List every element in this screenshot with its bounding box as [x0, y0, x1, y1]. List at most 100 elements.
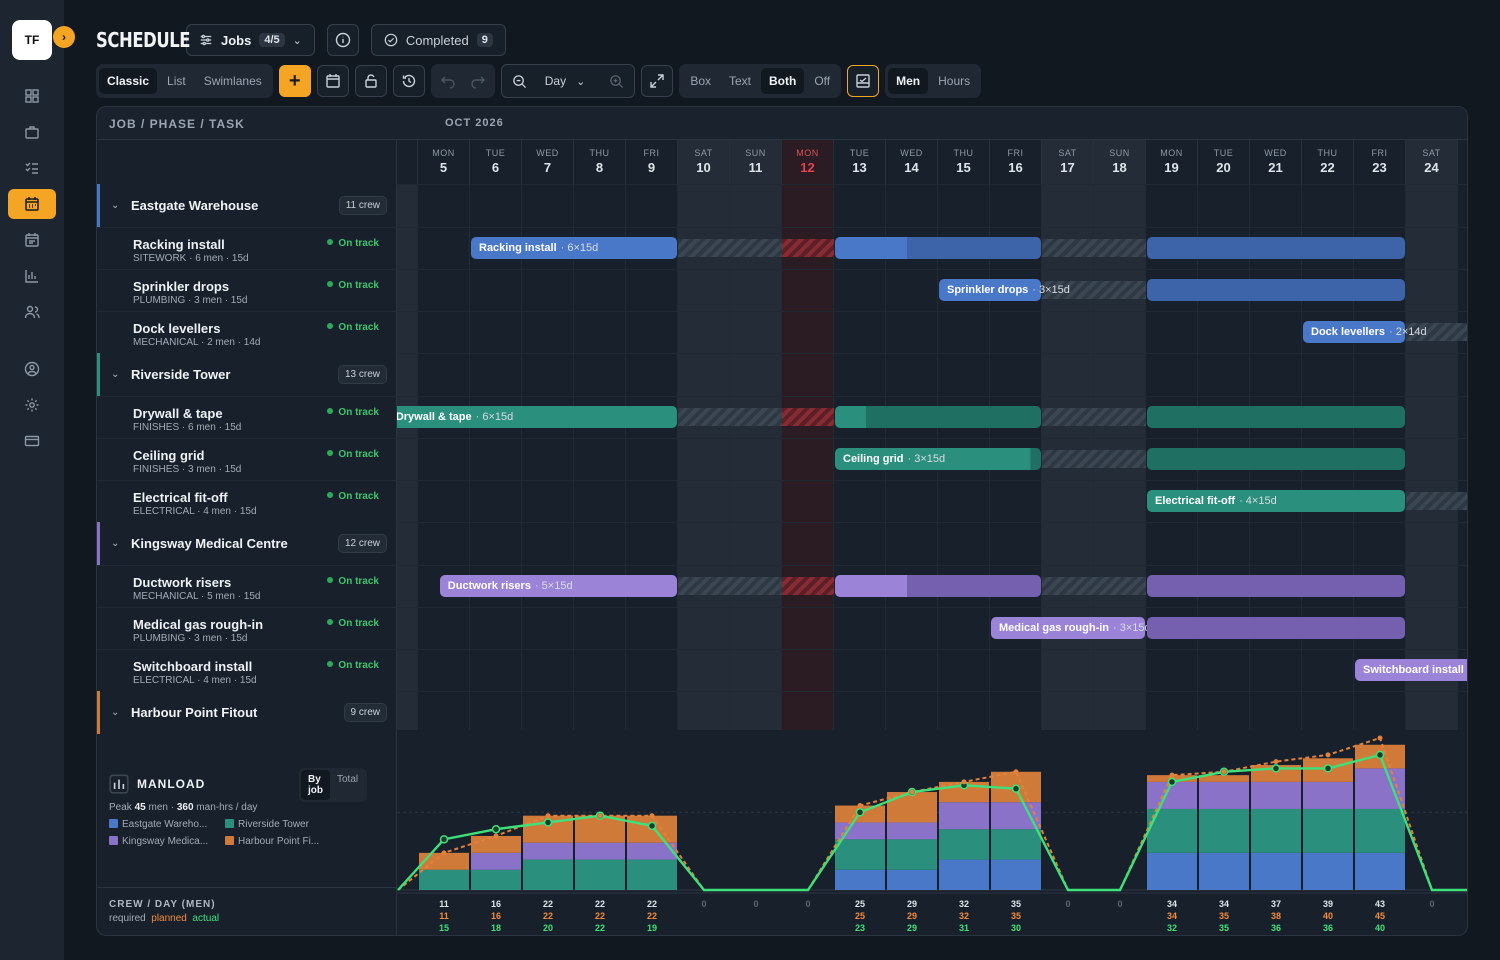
label-mode-box[interactable]: Box	[690, 74, 711, 88]
crew-planned: 22	[543, 911, 553, 921]
nav-tasks[interactable]	[8, 153, 56, 183]
view-swimlanes-tab[interactable]: Swimlanes	[203, 74, 262, 88]
nav-billing[interactable]	[8, 426, 56, 456]
manload-total[interactable]: Total	[337, 774, 359, 785]
history-button[interactable]	[392, 65, 425, 97]
date-picker-button[interactable]	[316, 65, 349, 97]
bar-label: Electrical fit-off	[1155, 495, 1236, 507]
task-bar[interactable]	[1147, 237, 1405, 259]
task-row[interactable]: Racking install SITEWORK · 6 men · 15d On …	[97, 227, 397, 269]
nav-team[interactable]	[8, 297, 56, 327]
label-mode-off[interactable]: Off	[814, 74, 831, 88]
chevron-down-icon[interactable]: ⌄	[111, 707, 120, 718]
stack-bar	[1147, 852, 1197, 890]
unit-men[interactable]: Men	[888, 68, 929, 94]
bar-meta: · 5×15d	[534, 580, 573, 592]
bar-meta: · 3×15d	[907, 453, 946, 465]
task-bar[interactable]	[835, 237, 1041, 259]
legend-item: Eastgate Wareho...	[109, 819, 225, 830]
task-row[interactable]: Drywall & tape FINISHES · 6 men · 15d On t…	[97, 396, 397, 438]
task-list: ⌄ Eastgate Warehouse 11 crew Racking instal…	[97, 140, 397, 935]
task-bar[interactable]: Ceiling grid · 3×15d	[835, 448, 1041, 470]
view-classic-tab[interactable]: Classic	[99, 68, 158, 94]
task-bar[interactable]: Medical gas rough-in · 3×15d	[991, 617, 1151, 639]
info-button[interactable]	[326, 24, 359, 56]
app-logo[interactable]: TF	[12, 20, 52, 60]
crew-actual: 31	[959, 923, 969, 933]
zoom-out-icon[interactable]	[512, 74, 527, 89]
completed-filter-button[interactable]: Completed 9	[370, 24, 506, 56]
actual-line	[397, 753, 1467, 892]
view-list-tab[interactable]: List	[167, 74, 186, 88]
expand-sidebar-button[interactable]: ›	[53, 26, 75, 48]
chevron-down-icon[interactable]: ⌄	[111, 369, 120, 380]
task-bar[interactable]	[1147, 617, 1405, 639]
chevron-down-icon[interactable]: ⌄	[111, 200, 120, 211]
task-row[interactable]: Dock levellers MECHANICAL · 2 men · 14d On…	[97, 311, 397, 353]
job-row[interactable]: ⌄ Kingsway Medical Centre 12 crew	[97, 522, 397, 565]
add-button[interactable]: +	[278, 65, 311, 97]
chevron-down-icon[interactable]: ⌄	[111, 538, 120, 549]
job-row[interactable]: ⌄ Riverside Tower 13 crew	[97, 353, 397, 396]
task-bar[interactable]: Electrical fit-off · 4×15d	[1147, 490, 1405, 512]
unit-hours[interactable]: Hours	[938, 74, 971, 88]
task-bar[interactable]: Drywall & tape · 6×15d	[397, 406, 677, 428]
crew-required: 22	[595, 899, 605, 909]
stack-bar	[1147, 781, 1197, 809]
task-bar[interactable]: Ductwork risers · 5×15d	[439, 575, 677, 597]
fullscreen-button[interactable]	[641, 65, 674, 97]
lock-button[interactable]	[354, 65, 387, 97]
label-mode-both[interactable]: Both	[761, 68, 805, 94]
task-bar[interactable]	[1147, 448, 1405, 470]
task-bar[interactable]: Switchboard install	[1355, 659, 1467, 681]
task-bar[interactable]: Sprinkler drops · 3×15d	[939, 279, 1070, 301]
task-bar[interactable]: Racking install · 6×15d	[471, 237, 677, 259]
manload-by-job[interactable]: By job	[301, 770, 330, 800]
nav-reports[interactable]	[8, 261, 56, 291]
nav-jobs[interactable]	[8, 117, 56, 147]
nav-settings[interactable]	[8, 390, 56, 420]
bar-meta: · 4×15d	[1239, 495, 1277, 507]
task-bar[interactable]	[1147, 279, 1405, 301]
nav-dashboard[interactable]	[8, 81, 56, 111]
nav-schedule[interactable]	[8, 189, 56, 219]
task-row[interactable]: Switchboard install ELECTRICAL · 4 men · …	[97, 649, 397, 691]
job-accent	[97, 522, 100, 565]
status-badge: On track	[327, 322, 379, 333]
planned-point	[545, 813, 551, 819]
planned-point	[961, 779, 967, 785]
day-name: FRI	[1371, 148, 1388, 158]
manload-mode-toggle: By job Total	[299, 768, 368, 802]
non-working-hatch	[782, 408, 834, 426]
job-row[interactable]: ⌄ Harbour Point Fitout 9 crew	[97, 691, 397, 734]
legend-item: Kingsway Medica...	[109, 836, 225, 847]
task-meta: PLUMBING · 3 men · 15d	[133, 295, 248, 306]
task-bar[interactable]	[835, 575, 1041, 597]
task-bar[interactable]	[835, 406, 1041, 428]
zoom-in-icon[interactable]	[609, 74, 624, 89]
nav-account[interactable]	[8, 354, 56, 384]
stack-bar	[1199, 775, 1249, 782]
task-bar[interactable]	[1147, 575, 1405, 597]
undo-button[interactable]	[435, 65, 461, 97]
manload-toggle-button[interactable]	[847, 65, 880, 97]
job-accent	[97, 353, 100, 396]
redo-button[interactable]	[465, 65, 491, 97]
zoom-select[interactable]: Day	[544, 74, 567, 88]
nav-calendar[interactable]	[8, 225, 56, 255]
bar-label: Medical gas rough-in	[999, 622, 1110, 634]
bar-meta: · 2×14d	[1389, 326, 1427, 338]
label-mode-text[interactable]: Text	[729, 74, 752, 88]
task-row[interactable]: Medical gas rough-in PLUMBING · 3 men · 1…	[97, 607, 397, 649]
task-row[interactable]: Sprinkler drops PLUMBING · 3 men · 15d On …	[97, 269, 397, 311]
jobs-filter-button[interactable]: Jobs 4/5 ⌄	[186, 24, 315, 56]
job-row[interactable]: ⌄ Eastgate Warehouse 11 crew	[97, 184, 397, 227]
day-name: TUE	[849, 148, 870, 158]
task-row[interactable]: Electrical fit-off ELECTRICAL · 4 men · 1…	[97, 480, 397, 522]
task-row[interactable]: Ceiling grid FINISHES · 3 men · 15d On tra…	[97, 438, 397, 480]
crew-actual: 30	[1011, 923, 1021, 933]
task-row[interactable]: Ductwork risers MECHANICAL · 5 men · 15d O…	[97, 565, 397, 607]
task-bar[interactable]: Dock levellers · 2×14d	[1303, 321, 1427, 343]
crew-actual: 36	[1323, 923, 1333, 933]
task-bar[interactable]	[1147, 406, 1405, 428]
